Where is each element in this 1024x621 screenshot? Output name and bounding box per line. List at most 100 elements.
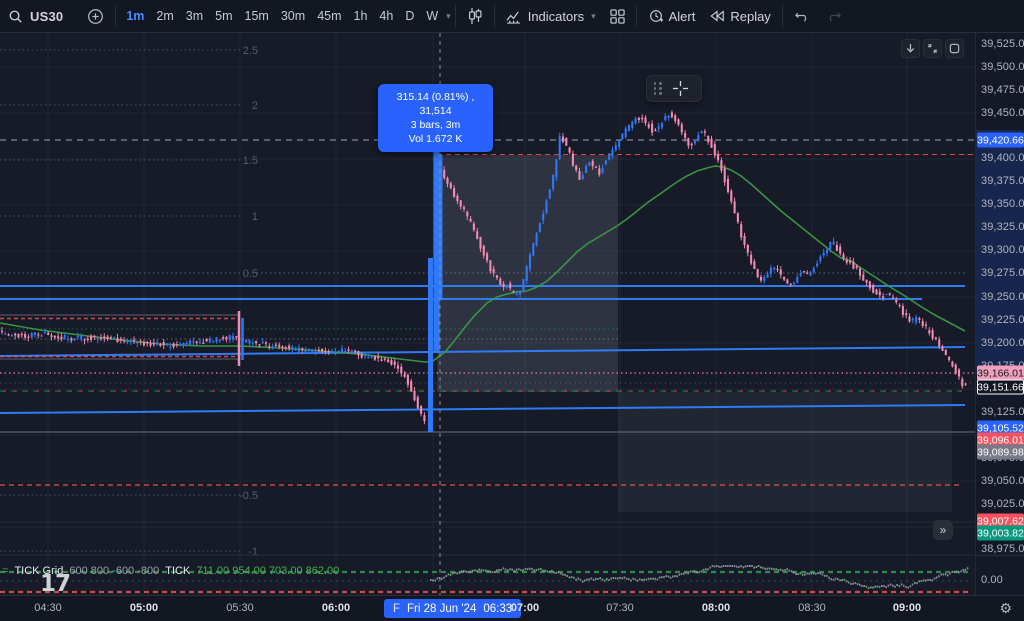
price-tick: 39,250.00 <box>981 291 1024 303</box>
moving-average-line <box>0 165 966 363</box>
time-tick: 04:30 <box>34 602 62 614</box>
scroll-to-recent-button[interactable] <box>901 39 920 58</box>
price-tick: 39,450.00 <box>981 107 1024 119</box>
timeframe-4h[interactable]: 4h <box>379 9 394 23</box>
time-tick: 08:30 <box>798 602 826 614</box>
candlestick-chart[interactable]: 2.5 2 1.5 1 0.5 -0.5 -1 <box>0 33 975 595</box>
timeframe-1m[interactable]: 1m <box>126 9 145 23</box>
indicators-button[interactable]: Indicators ▾ <box>499 3 603 29</box>
collapse-pane-button[interactable] <box>923 39 942 58</box>
left-scale-label: 2 <box>252 100 258 112</box>
crosshair-time-badge: F Fri 28 Jun '24 06:33 <box>384 599 522 618</box>
large-candle <box>237 311 241 366</box>
toolbar-divider <box>635 5 637 27</box>
time-tick: 06:00 <box>321 602 351 614</box>
price-badge: 39,003.82 <box>977 525 1024 541</box>
alert-button[interactable]: Alert <box>641 3 703 29</box>
top-toolbar: US30 1m 2m 3m 5m 15m 30m 45m 1h 4h D W ▾ Indicator… <box>0 0 1024 33</box>
drag-handle-icon[interactable] <box>647 82 669 95</box>
tick-pane-zero-label: 0.00 <box>981 574 1003 586</box>
large-candle <box>433 140 440 352</box>
measure-volume: Vol 1.672 K <box>408 133 463 145</box>
crosshair-icon[interactable] <box>672 80 689 97</box>
left-scale-label: 1.5 <box>243 155 258 167</box>
tick-indicator-legend[interactable]: = TICK Grid 600 800 -600 -800 TICK 711.0… <box>2 565 339 577</box>
left-scale-label: 2.5 <box>243 45 258 57</box>
timeframe-W[interactable]: W <box>426 9 439 23</box>
time-axis[interactable]: F Fri 28 Jun '24 06:33 ⚙ 04:30 05:00 05:30… <box>0 595 1024 621</box>
price-badge: 39,096.01 <box>977 432 1024 448</box>
left-scale-label: -0.5 <box>239 490 258 502</box>
timeframe-1h[interactable]: 1h <box>353 9 368 23</box>
indicators-icon <box>506 9 523 24</box>
tick-values: 711.00 954.00 703.00 862.00 <box>196 565 340 577</box>
time-axis-settings-gear-icon[interactable]: ⚙ <box>999 600 1012 616</box>
measure-selection-box <box>618 392 952 512</box>
measure-tooltip: 315.14 (0.81%) , 31,514 3 bars, 3m Vol 1… <box>378 84 493 152</box>
price-tick: 39,025.00 <box>981 498 1024 510</box>
price-badge: 39,151.66 <box>977 379 1024 395</box>
replay-label: Replay <box>730 8 771 24</box>
badge-marker: F <box>393 602 401 615</box>
tradingview-logo[interactable]: 17 <box>40 571 71 595</box>
measured-range-axis-highlight <box>976 130 1024 374</box>
horizontal-level-line <box>0 346 966 357</box>
replay-icon <box>709 9 725 23</box>
time-tick: 07:30 <box>606 602 634 614</box>
floating-draw-toolbar[interactable] <box>646 75 702 102</box>
price-tick: 39,525.00 <box>981 38 1024 50</box>
alert-label: Alert <box>668 8 696 24</box>
chart-area[interactable]: 2.5 2 1.5 1 0.5 -0.5 -1 315.14 (0.81%) , 31,51… <box>0 33 975 595</box>
measure-bars: 3 bars, 3m <box>410 119 461 131</box>
time-tick: 05:00 <box>129 602 159 614</box>
price-tick: 39,475.00 <box>981 84 1024 96</box>
tick-grid-title: TICK Grid <box>14 565 64 577</box>
replay-button[interactable]: Replay <box>702 3 777 29</box>
price-badge: 39,089.98 <box>977 444 1024 460</box>
time-tick: 07:00 <box>510 602 540 614</box>
price-tick: 39,375.00 <box>981 175 1024 187</box>
timeframe-group: 1m 2m 3m 5m 15m 30m 45m 1h 4h D W <box>120 0 444 32</box>
timeframe-3m[interactable]: 3m <box>185 9 204 23</box>
layout-grid-icon[interactable] <box>603 3 632 29</box>
pane-separator <box>976 555 1024 556</box>
price-badge: 39,420.66 <box>977 132 1024 148</box>
timeframe-30m[interactable]: 30m <box>280 9 306 23</box>
timeframe-45m[interactable]: 45m <box>317 9 342 23</box>
left-scale-label: -1 <box>248 546 258 558</box>
indicators-label: Indicators <box>527 8 585 24</box>
add-symbol-icon[interactable] <box>80 3 111 29</box>
horizontal-level-line <box>0 404 966 414</box>
indicators-chevron-down-icon: ▾ <box>591 10 596 21</box>
timeframe-5m[interactable]: 5m <box>215 9 233 23</box>
price-badge: 39,166.01 <box>977 365 1024 381</box>
redo-icon[interactable] <box>818 3 849 29</box>
price-tick: 39,350.00 <box>981 198 1024 210</box>
toolbar-divider <box>115 5 117 27</box>
search-icon[interactable] <box>8 9 23 24</box>
maximize-pane-button[interactable] <box>945 39 964 58</box>
candle-style-icon[interactable] <box>460 3 490 29</box>
timeframe-chevron-down-icon[interactable]: ▾ <box>446 10 451 21</box>
price-axis[interactable]: 39,525.00 39,500.00 39,475.00 39,450.00 39,4… <box>975 33 1024 595</box>
timeframe-D[interactable]: D <box>405 9 415 23</box>
time-tick: 05:30 <box>226 602 254 614</box>
price-tick: 39,400.00 <box>981 152 1024 164</box>
symbol-name[interactable]: US30 <box>30 8 64 24</box>
undo-icon[interactable] <box>787 3 818 29</box>
legend-marker: = <box>2 565 9 577</box>
price-badge: 39,105.52 <box>977 420 1024 436</box>
expand-right-button[interactable]: » <box>933 520 953 540</box>
price-tick: 39,275.00 <box>981 267 1024 279</box>
toolbar-divider <box>781 5 783 27</box>
timeframe-15m[interactable]: 15m <box>244 9 269 23</box>
time-tick: 09:00 <box>892 602 922 614</box>
toolbar-divider <box>493 5 495 27</box>
price-tick: 39,200.00 <box>981 337 1024 349</box>
price-tick: 38,975.00 <box>981 543 1024 555</box>
timeframe-2m[interactable]: 2m <box>156 9 174 23</box>
price-tick: 39,225.00 <box>981 314 1024 326</box>
time-tick: 08:00 <box>701 602 731 614</box>
large-candle <box>241 318 244 360</box>
